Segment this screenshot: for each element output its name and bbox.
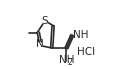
Text: S: S (41, 16, 48, 26)
Text: NH: NH (72, 30, 88, 40)
Text: NH: NH (58, 55, 74, 65)
Ellipse shape (42, 18, 47, 24)
Text: 2: 2 (67, 58, 72, 67)
Text: HCl: HCl (77, 47, 95, 57)
Text: N: N (36, 39, 43, 49)
Ellipse shape (37, 43, 42, 48)
